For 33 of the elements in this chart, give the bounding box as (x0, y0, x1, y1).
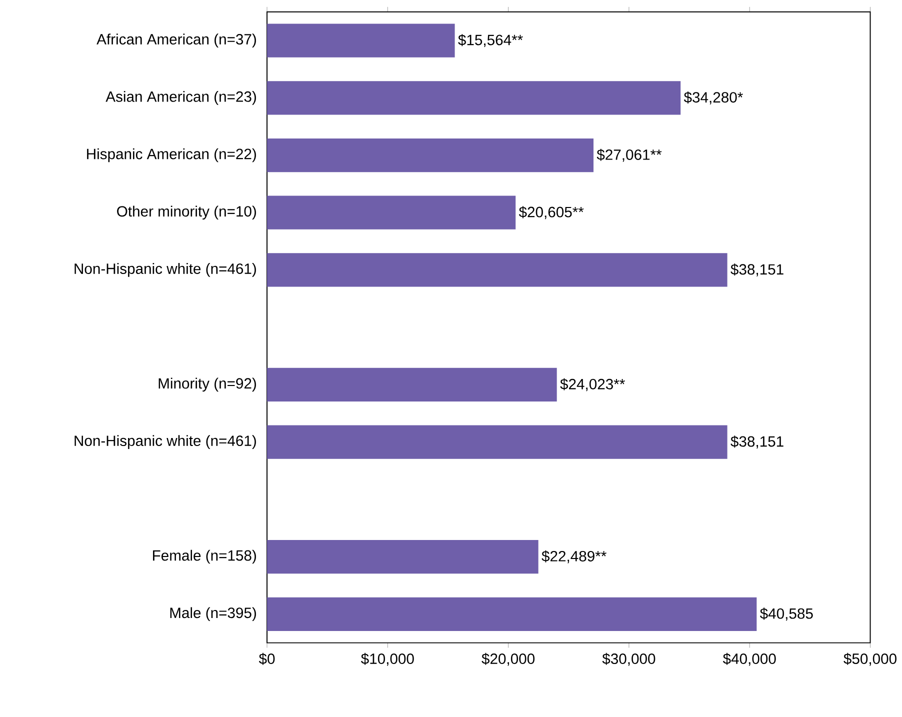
bar (267, 81, 681, 115)
x-tick-label: $30,000 (602, 652, 656, 666)
y-tick-label: Asian American (n=23) (106, 91, 256, 105)
bar (267, 368, 557, 402)
y-tick-label: Male (n=395) (170, 607, 256, 622)
data-label: $34,280* (684, 91, 743, 104)
data-label: $22,489** (542, 550, 606, 564)
y-tick-label: Minority (n=92) (158, 378, 256, 392)
y-tick-label: Female (n=158) (153, 550, 256, 564)
y-tick-label: Other minority (n=10) (117, 206, 256, 220)
data-label: $27,061** (596, 148, 662, 162)
y-tick-label: Hispanic American (n=22) (87, 148, 256, 162)
x-tick-label: $20,000 (482, 652, 535, 666)
y-tick-label: African American (n=37) (96, 34, 256, 48)
bar (267, 597, 757, 631)
x-tick-label: $10,000 (361, 652, 414, 666)
data-label: $38,151 (730, 436, 784, 449)
data-label: $38,151 (730, 264, 784, 276)
x-tick-label: $0 (258, 652, 275, 665)
bar (267, 253, 728, 287)
x-tick-label: $40,000 (722, 652, 776, 666)
y-tick-label: Non-Hispanic white (n=461) (74, 435, 256, 449)
data-label: $15,564** (458, 34, 523, 48)
data-label: $24,023** (560, 378, 625, 392)
bar (267, 540, 538, 574)
y-tick-label: Non-Hispanic white (n=461) (74, 263, 256, 277)
bar (267, 196, 516, 230)
data-label: $20,605** (518, 206, 584, 220)
x-tick-label: $50,000 (844, 652, 896, 666)
bar (267, 24, 455, 58)
data-label: $40,585 (760, 608, 813, 621)
bar (267, 425, 728, 459)
bar (267, 138, 594, 172)
